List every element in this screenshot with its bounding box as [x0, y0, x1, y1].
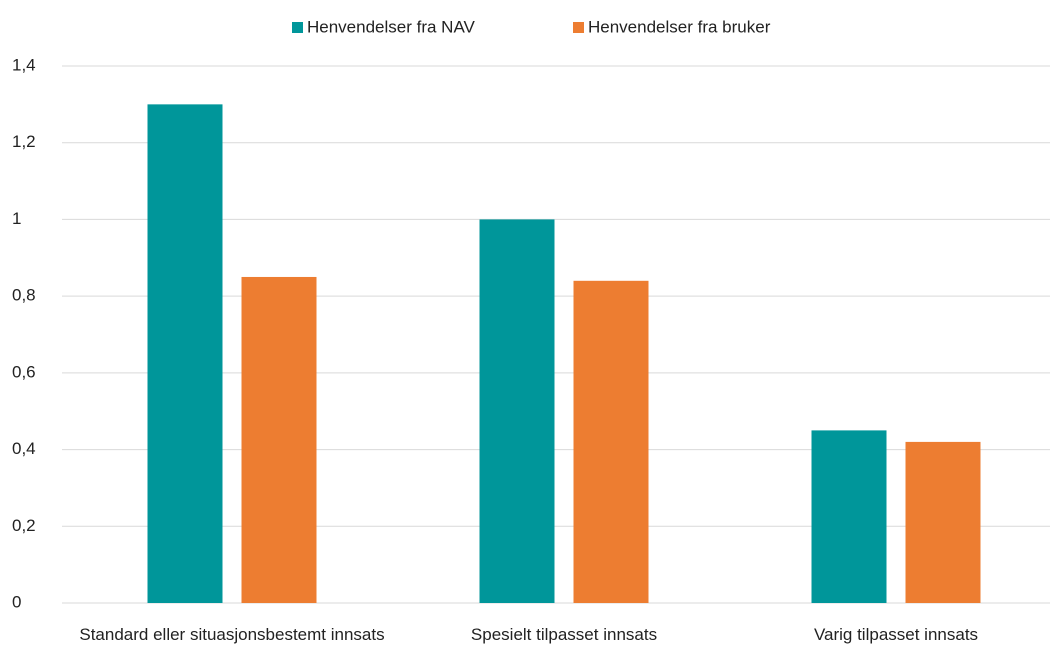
bar — [811, 430, 887, 603]
legend-swatch — [292, 22, 303, 33]
x-tick-label: Standard eller situasjonsbestemt innsats — [79, 625, 385, 644]
y-tick-label: 0 — [12, 592, 21, 611]
bar — [479, 219, 555, 603]
y-tick-label: 0,2 — [12, 516, 36, 535]
y-tick-label: 1 — [12, 209, 21, 228]
legend-label: Henvendelser fra NAV — [307, 17, 476, 36]
x-tick-label: Spesielt tilpasset innsats — [470, 625, 658, 644]
legend-label: Henvendelser fra bruker — [588, 17, 771, 36]
bar — [573, 280, 649, 603]
y-tick-label: 1,4 — [12, 55, 36, 74]
bar — [241, 276, 317, 603]
x-tick-label: Varig tilpasset innsats — [813, 625, 979, 644]
bar — [905, 441, 981, 603]
y-tick-label: 0,6 — [12, 362, 36, 381]
bar — [147, 104, 223, 603]
y-tick-label: 0,8 — [12, 286, 36, 305]
y-tick-label: 1,2 — [12, 132, 36, 151]
legend-swatch — [573, 22, 584, 33]
y-tick-label: 0,4 — [12, 439, 36, 458]
